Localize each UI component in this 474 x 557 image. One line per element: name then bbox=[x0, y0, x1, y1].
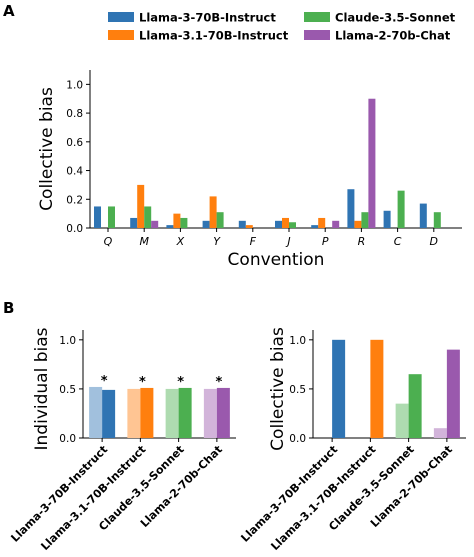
y-tick-label: 0.4 bbox=[66, 166, 83, 178]
bar-P-0 bbox=[311, 225, 319, 228]
bar-light-2 bbox=[395, 403, 409, 438]
bar-light-3 bbox=[203, 388, 217, 438]
bar-R-1 bbox=[354, 220, 362, 228]
bar-Q-2 bbox=[108, 206, 115, 228]
bar-solid-3 bbox=[216, 387, 230, 438]
bar-light-1 bbox=[127, 388, 141, 438]
x-tick-label-Q: Q bbox=[104, 235, 113, 248]
bar-J-1 bbox=[282, 217, 289, 228]
significance-star-3: * bbox=[215, 375, 222, 390]
bar-Y-0 bbox=[202, 220, 210, 228]
bar-M-1 bbox=[137, 184, 145, 228]
y-tick-label: 0.0 bbox=[66, 223, 83, 235]
panel-label-b: B bbox=[3, 299, 14, 317]
x-axis-label: Convention bbox=[228, 250, 325, 270]
bar-solid-1 bbox=[140, 387, 154, 438]
bar-P-3 bbox=[332, 220, 340, 228]
bar-solid-0 bbox=[332, 339, 346, 438]
bar-light-2 bbox=[165, 388, 179, 438]
x-tick-label-D: D bbox=[430, 235, 438, 248]
legend-label-3: Llama-2-70b-Chat bbox=[335, 29, 451, 43]
y-tick-label: 0.0 bbox=[59, 433, 76, 445]
bar-Y-1 bbox=[209, 196, 217, 228]
y-axis-label: Collective bias bbox=[268, 327, 288, 451]
y-tick-label: 1.0 bbox=[66, 79, 83, 91]
bar-solid-0 bbox=[102, 389, 116, 438]
bar-R-0 bbox=[347, 189, 355, 228]
bar-solid-2 bbox=[178, 387, 192, 438]
bar-solid-1 bbox=[370, 339, 384, 438]
legend-swatch-1 bbox=[108, 30, 134, 40]
bar-D-0 bbox=[419, 203, 427, 228]
y-tick-label: 0.5 bbox=[289, 384, 306, 396]
bar-M-0 bbox=[130, 217, 138, 228]
bar-light-0 bbox=[89, 386, 103, 438]
legend-label-0: Llama-3-70B-Instruct bbox=[139, 11, 276, 25]
y-tick-label: 1.0 bbox=[59, 335, 76, 347]
legend-swatch-2 bbox=[304, 12, 330, 22]
bar-light-3 bbox=[433, 428, 447, 438]
significance-star-2: * bbox=[177, 375, 184, 390]
bar-X-1 bbox=[173, 213, 181, 228]
bar-R-2 bbox=[361, 212, 369, 228]
x-tick-label-R: R bbox=[358, 235, 366, 248]
y-axis-label: Collective bias bbox=[37, 87, 57, 211]
bar-J-0 bbox=[275, 220, 282, 228]
bar-D-2 bbox=[433, 212, 441, 228]
legend-swatch-3 bbox=[304, 30, 330, 40]
bar-M-3 bbox=[151, 220, 159, 228]
y-tick-label: 0.5 bbox=[59, 384, 76, 396]
y-tick-label: 0.8 bbox=[66, 108, 83, 120]
y-axis-label: Individual bias bbox=[32, 327, 52, 450]
bar-solid-2 bbox=[408, 374, 422, 438]
x-tick-label-J: J bbox=[285, 235, 290, 248]
bar-Q-0 bbox=[94, 206, 101, 228]
bar-X-0 bbox=[166, 225, 174, 228]
legend: Llama-3-70B-Instruct Llama-3.1-70B-Instru… bbox=[108, 11, 456, 43]
y-tick-label: 0.6 bbox=[66, 137, 83, 149]
bar-C-0 bbox=[383, 210, 391, 228]
x-tick-label-C: C bbox=[394, 235, 402, 248]
x-tick-label-F: F bbox=[250, 235, 257, 248]
bar-J-2 bbox=[289, 222, 296, 228]
bar-C-2 bbox=[397, 190, 405, 228]
y-tick-label: 0.2 bbox=[66, 194, 83, 206]
bar-X-2 bbox=[180, 217, 188, 228]
significance-star-0: * bbox=[101, 374, 108, 389]
x-tick-label-Y: Y bbox=[213, 235, 221, 248]
chart-b-individual-bias: 0.00.51.0*Llama-3-70B-Instruct*Llama-3.1… bbox=[8, 327, 236, 553]
y-tick-label: 0.0 bbox=[289, 433, 306, 445]
x-tick-label-M: M bbox=[139, 235, 149, 248]
bar-R-3 bbox=[368, 98, 376, 229]
legend-label-2: Claude-3.5-Sonnet bbox=[335, 11, 456, 25]
bar-M-2 bbox=[144, 206, 152, 228]
panel-label-a: A bbox=[3, 2, 15, 20]
x-tick-label-X: X bbox=[176, 235, 185, 248]
chart-a-collective-bias-by-convention: 0.0 0.2 0.4 0.6 0.8 1.0 Q M X Y F J P R C D Convention Co… bbox=[37, 70, 462, 270]
y-tick-label: 1.0 bbox=[289, 335, 306, 347]
legend-swatch-0 bbox=[108, 12, 134, 22]
chart-b-collective-bias: 0.00.51.0Llama-3-70B-InstructLlama-3.1-7… bbox=[238, 327, 466, 553]
bar-Y-2 bbox=[216, 212, 224, 228]
bar-P-1 bbox=[318, 217, 326, 228]
bar-F-1 bbox=[245, 225, 253, 228]
x-tick-label-P: P bbox=[322, 235, 329, 248]
bar-solid-3 bbox=[446, 349, 460, 438]
legend-label-1: Llama-3.1-70B-Instruct bbox=[139, 29, 289, 43]
significance-star-1: * bbox=[139, 375, 146, 390]
bar-F-0 bbox=[238, 220, 246, 228]
